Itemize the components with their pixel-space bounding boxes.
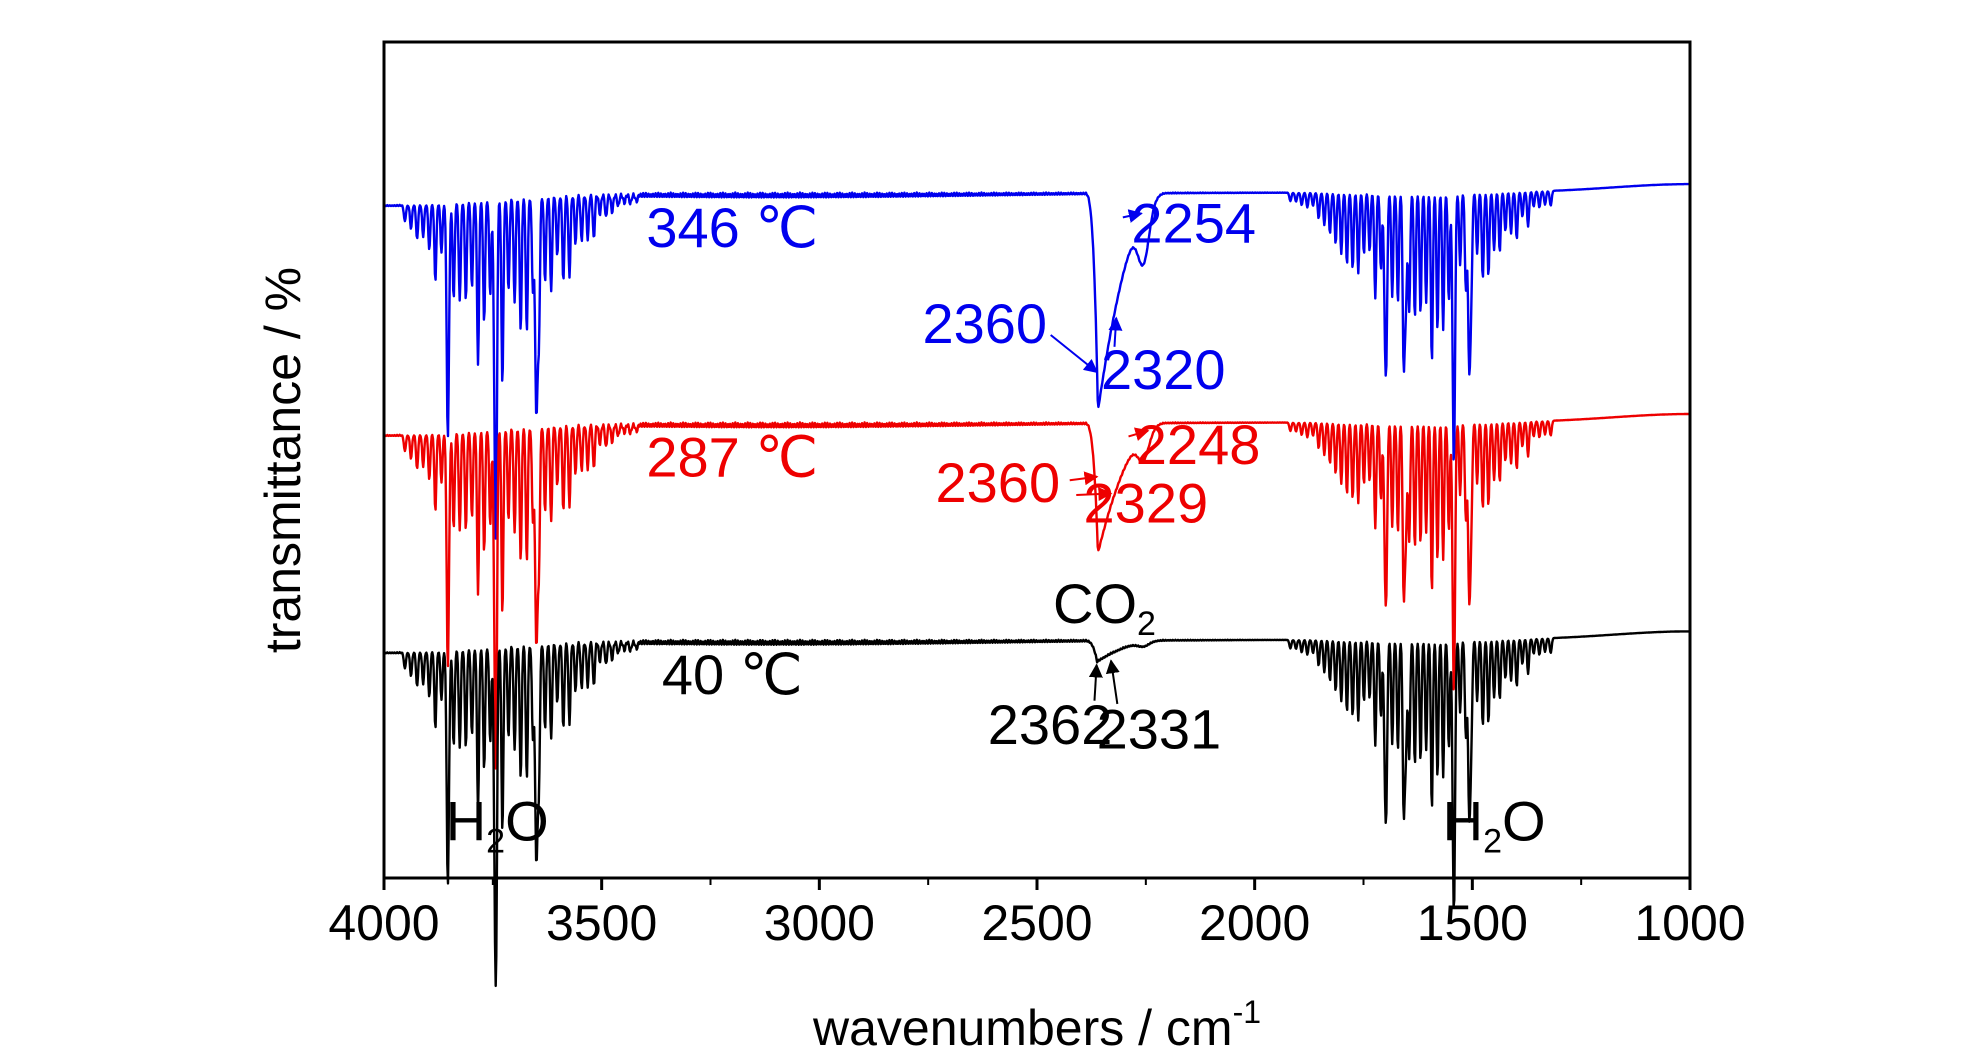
x-tick-label-2000: 2000 (1199, 895, 1310, 951)
annotations: 346 ℃ 287 ℃ 40 ℃ 2254 2360 2320 2248 2360 2329 23… (446, 192, 1546, 861)
peak-arrow-2360 (1050, 334, 1099, 374)
band-label-co: CO2 (1053, 572, 1156, 643)
x-tick-label-4000: 4000 (328, 895, 439, 951)
peak-arrow-2248 (1128, 427, 1150, 441)
peak-arrow-2331 (1105, 659, 1120, 705)
peak-arrow-2362 (1088, 663, 1103, 701)
peak-label-2248: 2248 (1136, 413, 1261, 476)
peak-label-2362: 2362 (988, 693, 1113, 756)
series-label-s346: 346 ℃ (646, 196, 818, 259)
x-tick-label-3000: 3000 (764, 895, 875, 951)
x-axis-title-superscript: -1 (1233, 994, 1261, 1030)
series-line-s287 (383, 412, 1691, 770)
series-label-s40: 40 ℃ (662, 643, 803, 706)
peak-label-2360: 2360 (936, 451, 1061, 514)
series-line-s346 (383, 182, 1691, 540)
peak-label-2329: 2329 (1084, 472, 1209, 535)
band-label-h: H2O (1443, 789, 1546, 860)
series-line-s40 (383, 630, 1691, 988)
peak-label-2331: 2331 (1097, 697, 1222, 760)
y-axis-title: transmittance / % (255, 267, 311, 653)
x-tick-label-2500: 2500 (981, 895, 1092, 951)
x-tick-label-1500: 1500 (1417, 895, 1528, 951)
x-axis-title-text: wavenumbers / cm (812, 1000, 1233, 1056)
peak-arrow-2329 (1076, 487, 1113, 501)
x-tick-label-1000: 1000 (1634, 895, 1745, 951)
peak-label-2360: 2360 (922, 292, 1047, 355)
peak-arrow-2360 (1069, 471, 1099, 486)
series-layer (383, 182, 1691, 988)
x-ticks: 4000 3500 3000 2500 2000 1500 1000 (328, 878, 1746, 951)
series-label-s287: 287 ℃ (646, 426, 818, 489)
band-label-h: H2O (446, 789, 549, 860)
x-axis-title: wavenumbers / cm-1 (812, 994, 1261, 1056)
peak-arrow-2254 (1122, 209, 1143, 223)
peak-label-2254: 2254 (1131, 192, 1256, 255)
peak-arrow-2320 (1108, 316, 1123, 347)
x-tick-label-3500: 3500 (546, 895, 657, 951)
peak-label-2320: 2320 (1101, 338, 1226, 401)
